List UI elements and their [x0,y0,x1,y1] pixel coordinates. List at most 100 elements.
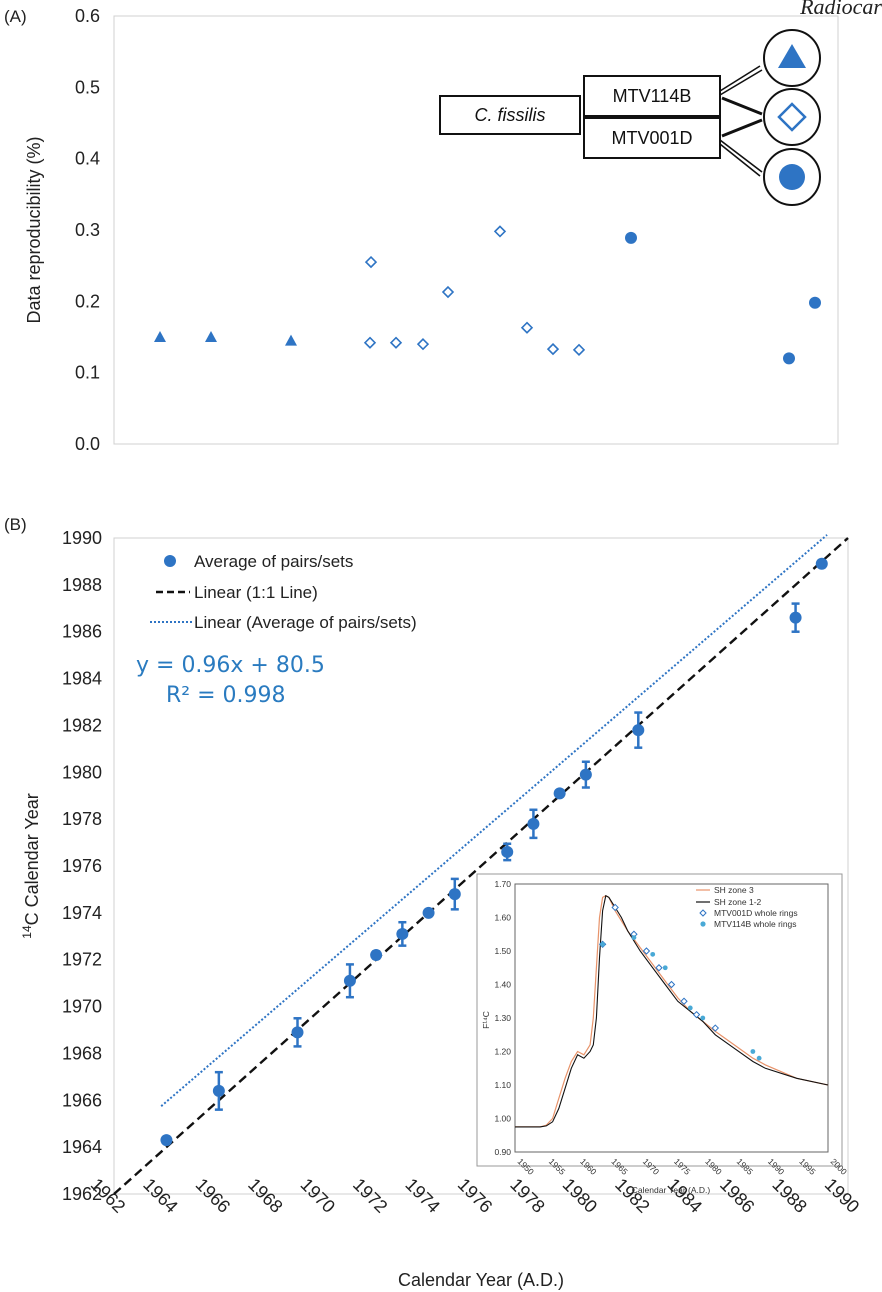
inset-y-tick-label: 1.70 [494,879,511,889]
arrow-to-triangle [719,65,761,92]
panel-a-y-tick-label: 0.0 [75,434,100,454]
panel-a-triangle-point [205,331,217,342]
legend-dot-marker [779,164,805,190]
arrow-to-circle [719,139,763,173]
panel-b-y-tick-label: 1962 [62,1184,102,1204]
inset-y-axis-title: F¹⁴C [481,1011,491,1029]
average-point [343,974,356,987]
panel-b: (B) 196219641966196819701972197419761978… [4,515,863,1290]
panel-b-y-tick-label: 1986 [62,622,102,642]
panel-a-y-axis-title: Data reproducibility (%) [24,136,44,323]
arrow-001d-to-diamond [721,118,763,138]
panel-b-legend: Average of pairs/sets Linear (1:1 Line) … [150,552,417,632]
legend-triangle-marker [778,44,806,68]
panel-b-y-tick-label: 1988 [62,575,102,595]
panel-b-y-axis-main: C Calendar Year [22,793,42,925]
sample-label-mtv114b: MTV114B [613,86,692,106]
sample-box-mtv001d [583,117,721,159]
inset-frame [476,873,843,1167]
species-box [439,95,581,135]
panel-a-y-tick-label: 0.5 [75,77,100,97]
panel-b-y-tick-label: 1976 [62,856,102,876]
legend-arrows [719,65,763,177]
average-point [212,1084,225,1097]
inset-y-tick-label: 1.30 [494,1013,511,1023]
panel-b-x-tick-label: 1968 [244,1174,286,1216]
panel-a-circle-point [809,296,821,309]
panel-a-triangle-point [285,334,297,346]
panel-b-y-tick-label: 1964 [62,1137,102,1157]
inset-mtv001d-point [680,997,688,1005]
arrow-to-triangle-2 [719,69,763,96]
inset-legend-mtv114b-label: MTV114B whole rings [714,919,797,929]
arrow-to-diamond [721,96,763,116]
panel-a-y-ticks: 0.0 0.1 0.2 0.3 0.4 0.5 0.6 [75,6,100,454]
panel-b-x-tick-label: 1990 [821,1174,863,1216]
inset-legend-mtv114b-marker [700,921,706,927]
panel-b-x-tick-label: 1982 [611,1174,653,1216]
panel-b-x-axis-title: Calendar Year (A.D.) [398,1270,564,1290]
panel-b-x-tick-label: 1980 [559,1174,601,1216]
inset-mtv001d-point [667,980,676,989]
inset-y-tick-label: 1.20 [494,1047,511,1057]
legend-label-linear-average: Linear (Average of pairs/sets) [194,613,417,632]
panel-b-y-ticks: 1962 1964 1966 1968 1970 1972 1974 1976 1978 1980… [62,528,102,1204]
panel-a-diamond-point [389,336,403,349]
panel-a-label: (A) [4,7,27,26]
panel-a-circle-point [783,352,795,365]
panel-a-legend: C. fissilis MTV114B MTV001D [439,29,821,206]
panel-a-y-tick-label: 0.6 [75,6,100,26]
average-point [815,557,828,570]
one-to-one-line [113,537,849,1195]
panel-b-y-tick-label: 1972 [62,950,102,970]
inset-y-tick-label: 1.60 [494,913,511,923]
panel-b-y-axis-title: 14C Calendar Year [20,793,42,938]
inset-points [598,903,762,1061]
panel-b-y-tick-label: 1974 [62,903,102,923]
panel-b-x-tick-label: 1972 [349,1174,391,1216]
average-point [370,949,383,962]
panel-a-diamond-point [363,336,377,349]
panel-a-y-tick-label: 0.4 [75,149,100,169]
panel-a-y-tick-label: 0.3 [75,220,100,240]
inset-mtv001d-point [692,1010,701,1019]
inset-mtv114b-point [650,951,656,957]
panel-b-fit-lines [113,534,849,1195]
inset-mtv114b-point [662,965,668,971]
panel-b-x-tick-label: 1976 [454,1174,496,1216]
panel-a: (A) 0.0 0.1 0.2 0.3 0.4 0.5 0.6 Data reproduci… [4,6,839,454]
inset-mtv114b-point [631,935,637,940]
panel-b-y-tick-label: 1978 [62,809,102,829]
average-point [291,1026,304,1039]
inset-plot-frame [514,883,829,1153]
inset-legend-mtv001d-label: MTV001D whole rings [714,908,798,918]
average-point [422,906,435,919]
panel-b-y-tick-label: 1966 [62,1090,102,1110]
legend-label-1to1: Linear (1:1 Line) [194,583,318,602]
legend-diamond-marker [777,102,807,132]
inset-mtv001d-point [711,1024,720,1032]
panel-a-points [154,225,821,365]
inset-mtv114b-point [600,941,606,947]
panel-a-diamond-point [546,342,560,356]
panel-a-diamond-point [441,285,455,299]
panel-a-diamond-point [364,255,378,269]
inset-line-sh-zone-1-2 [515,894,829,1128]
average-point [527,817,540,830]
sample-label-mtv001d: MTV001D [611,128,692,148]
panel-b-points [160,557,828,1147]
panel-b-label: (B) [4,515,27,534]
average-point [501,845,514,858]
inset-mtv001d-point [642,947,651,955]
inset-y-tick-label: 0.90 [494,1147,511,1157]
inset-mtv114b-point [700,1015,706,1021]
panel-a-diamond-point [493,225,507,238]
inset-y-tick-label: 1.50 [494,946,511,956]
inset-x-axis-title: Calendar Year (A.D.) [632,1185,711,1195]
panel-b-y-tick-label: 1980 [62,762,102,782]
sample-box-mtv114b [583,75,721,117]
panel-b-plot-frame [113,537,849,1195]
inset-x-tick-label: 2000 [829,1156,850,1177]
journal-header-word: Radiocar [800,0,882,19]
inset-chart: 0.901.001.101.201.301.401.501.601.70 195… [476,873,850,1195]
